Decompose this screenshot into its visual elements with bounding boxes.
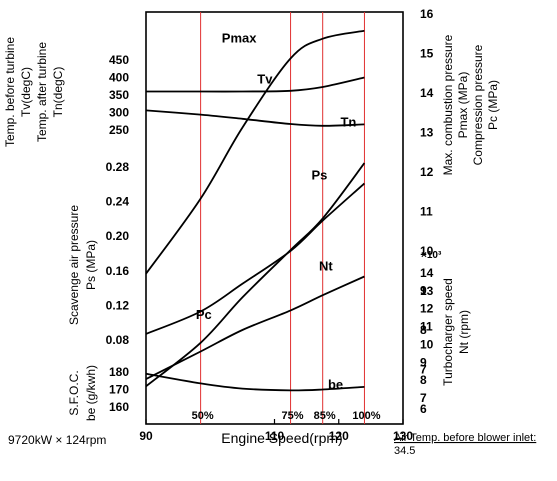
series-line-tn	[145, 109, 365, 127]
pressure-tick-label: 9	[420, 284, 427, 298]
series-label-pmax: Pmax	[222, 31, 257, 46]
axis-titles-layer: Temp. before turbine Tv(degC) Temp. after …	[3, 34, 500, 421]
load-line-label: 85%	[314, 410, 336, 422]
nt-axis-title: Nt (rpm)	[457, 310, 471, 354]
temp-axis-title: Tv(degC)	[19, 67, 33, 117]
pressure-axis-title: Compression pressure	[471, 44, 485, 165]
temp-tick-label: 400	[109, 71, 129, 85]
load-lines-layer: 50% 75% 85% 100%	[192, 12, 381, 424]
nt-tick-label: 8	[420, 373, 427, 387]
temp-axis-title: Temp. after turbine	[35, 42, 49, 142]
series-label-tn: Tn	[340, 114, 356, 129]
series-label-be: be	[328, 377, 343, 392]
x-tick-label: 120	[329, 429, 349, 443]
temp-tick-label: 350	[109, 88, 129, 102]
nt-tick-label: 12	[420, 302, 434, 316]
ps-axis-title: Ps (MPa)	[84, 240, 98, 290]
ps-tick-label: 0.24	[106, 195, 130, 209]
pressure-axis-title: Pc (MPa)	[486, 80, 500, 130]
pressure-tick-label: 16	[420, 7, 434, 21]
ps-tick-label: 0.20	[106, 229, 130, 243]
nt-tick-label: 7	[420, 391, 427, 405]
pressure-tick-label: 15	[420, 47, 434, 61]
pressure-tick-label: 6	[420, 402, 427, 416]
x-axis-title: Engine Speed(rpm)	[221, 430, 342, 446]
series-line-be	[145, 372, 365, 392]
pressure-axis-title: Pmax (MPa)	[456, 72, 470, 139]
be-axis-title: be (g/kwh)	[84, 365, 98, 421]
pressure-tick-label: 11	[420, 205, 433, 219]
pressure-tick-label: 13	[420, 126, 434, 140]
engine-spec-label: 9720kW × 124rpm	[8, 433, 106, 447]
load-line-label: 100%	[352, 410, 380, 422]
nt-axis-title: Turbocharger speed	[441, 278, 455, 386]
series-label-nt: Nt	[319, 259, 333, 274]
temp-tick-label: 450	[109, 53, 129, 67]
air-temp-label: Air Temp. before blower inlet:	[394, 432, 536, 444]
pressure-tick-label: 7	[420, 363, 427, 377]
temp-axis-title: Tn(degC)	[51, 67, 65, 118]
ps-tick-label: 0.28	[106, 160, 130, 174]
series-label-ps: Ps	[312, 168, 328, 183]
temp-axis-title: Temp. before turbine	[3, 37, 17, 147]
x-tick-label: 90	[139, 429, 153, 443]
air-temp-value: 34.5	[394, 445, 415, 457]
nt-tick-label: 10	[420, 337, 434, 351]
nt-tick-label: 13	[420, 284, 434, 298]
nt-tick-label: 11	[420, 320, 433, 334]
series-line-pmax	[145, 29, 365, 275]
x-tick-label: 110	[265, 429, 285, 443]
pressure-tick-label: 12	[420, 165, 434, 179]
series-line-pc	[145, 162, 366, 388]
load-line-label: 50%	[192, 410, 214, 422]
temp-tick-label: 300	[109, 106, 129, 120]
temp-tick-label: 250	[109, 123, 129, 137]
be-axis-title: S.F.O.C.	[67, 370, 81, 415]
be-tick-label: 170	[109, 383, 129, 397]
series-label-tv: Tv	[257, 71, 273, 86]
series-line-tv	[146, 76, 365, 93]
ps-axis-title: Scavenge air pressure	[67, 205, 81, 325]
be-tick-label: 180	[109, 365, 129, 379]
series-line-ps	[145, 182, 366, 335]
pressure-axis-title: Max. combustion pressure	[441, 34, 455, 175]
pressure-tick-label: 14	[420, 86, 434, 100]
nt-tick-label: 9	[420, 355, 427, 369]
pressure-tick-label: 8	[420, 323, 427, 337]
load-line-label: 75%	[282, 410, 304, 422]
ticks-layer: 90 110 120 130 450 400 350 300 250 0.28 0.24 0.20 0.…	[106, 7, 442, 443]
nt-tick-label: 14	[420, 266, 434, 280]
ps-tick-label: 0.08	[106, 333, 130, 347]
ps-tick-label: 0.16	[106, 264, 130, 278]
be-tick-label: 160	[109, 400, 129, 414]
ps-tick-label: 0.12	[106, 298, 130, 312]
x-tick-label: 130	[393, 429, 413, 443]
pressure-tick-label: 10	[420, 244, 434, 258]
nt-multiplier: ×10³	[421, 250, 442, 261]
series-line-nt	[145, 275, 365, 380]
